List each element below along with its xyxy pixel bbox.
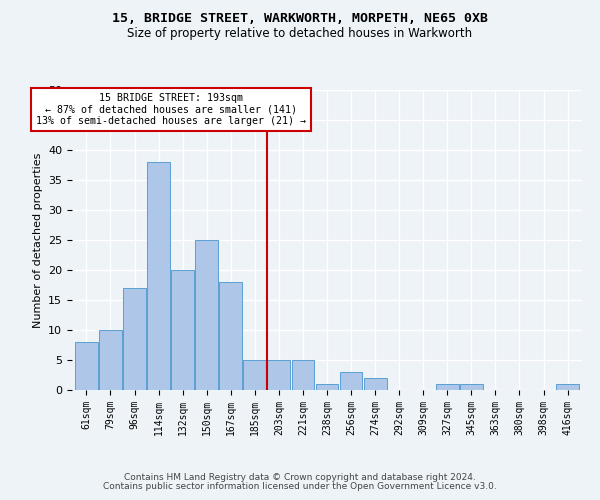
Bar xyxy=(460,384,483,390)
Bar xyxy=(171,270,194,390)
Bar xyxy=(556,384,579,390)
Bar xyxy=(268,360,290,390)
Text: 15 BRIDGE STREET: 193sqm
← 87% of detached houses are smaller (141)
13% of semi-: 15 BRIDGE STREET: 193sqm ← 87% of detach… xyxy=(35,93,305,126)
Bar xyxy=(220,282,242,390)
Text: Contains HM Land Registry data © Crown copyright and database right 2024.: Contains HM Land Registry data © Crown c… xyxy=(124,474,476,482)
Bar xyxy=(123,288,146,390)
Text: Contains public sector information licensed under the Open Government Licence v3: Contains public sector information licen… xyxy=(103,482,497,491)
Bar xyxy=(147,162,170,390)
Bar xyxy=(340,372,362,390)
Bar xyxy=(292,360,314,390)
Bar xyxy=(99,330,122,390)
Bar xyxy=(316,384,338,390)
Text: Size of property relative to detached houses in Warkworth: Size of property relative to detached ho… xyxy=(127,28,473,40)
Bar xyxy=(244,360,266,390)
Text: 15, BRIDGE STREET, WARKWORTH, MORPETH, NE65 0XB: 15, BRIDGE STREET, WARKWORTH, MORPETH, N… xyxy=(112,12,488,26)
Y-axis label: Number of detached properties: Number of detached properties xyxy=(32,152,43,328)
Bar xyxy=(75,342,98,390)
Bar xyxy=(195,240,218,390)
Bar xyxy=(436,384,459,390)
Bar xyxy=(364,378,386,390)
